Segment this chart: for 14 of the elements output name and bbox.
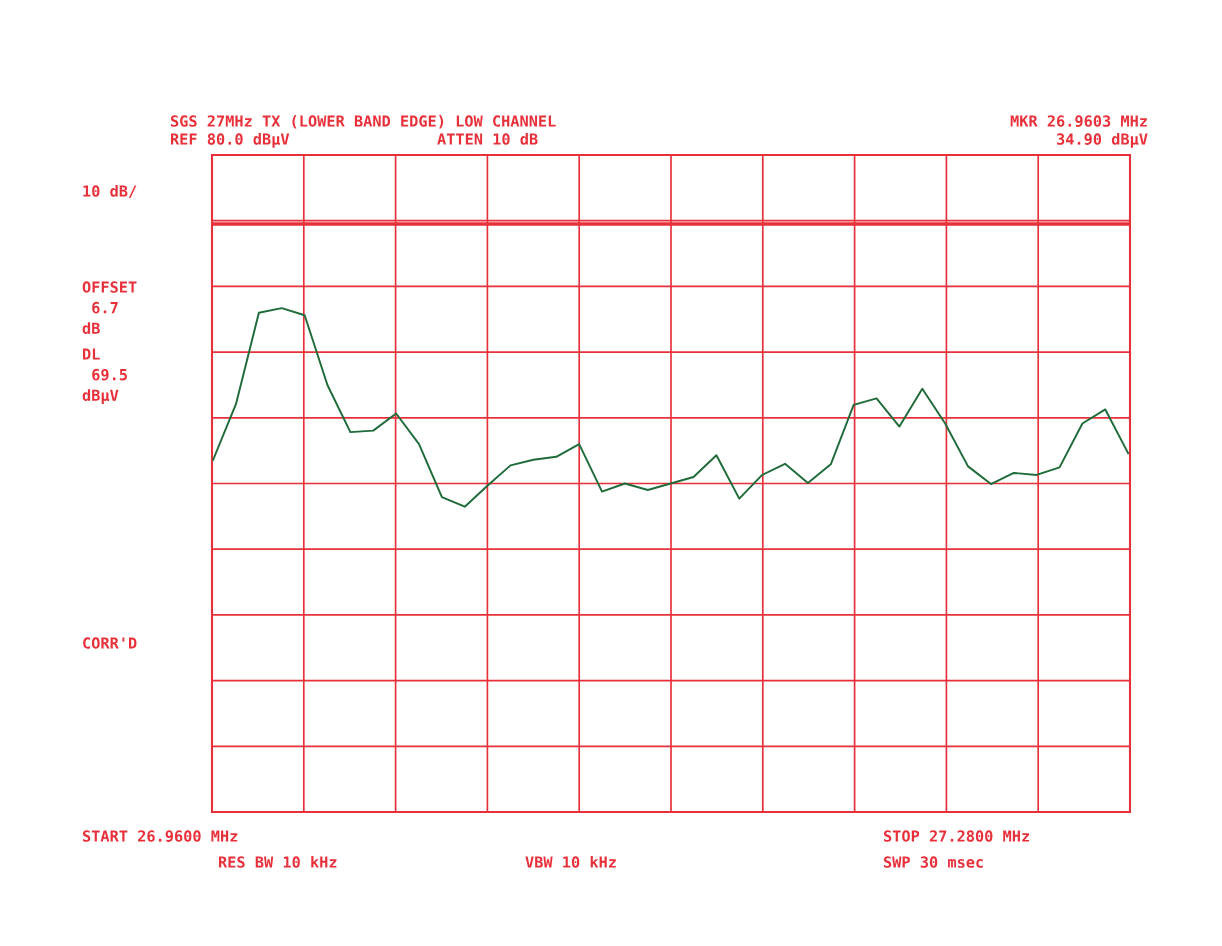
text: 34.90 dBμV [1056,133,1148,148]
text: RES BW 10 kHz [218,856,337,868]
text: 10 dB/ [83,185,137,199]
text: VBW 10 kHz [525,856,616,868]
text: START 26.9600 MHz [82,830,238,842]
text: OFFSET 6.7 dB [82,281,137,335]
text: STOP 27.2800 MHz [883,830,1030,842]
text: REF 80.0 dBμV [170,133,290,148]
text: CORR'D [83,637,137,649]
text: SGS 27MHz TX (LOWER BAND EDGE) LOW CHANNEL [170,115,556,129]
text: SWP 30 msec [883,856,983,868]
text: DL 69.5 dBμV [82,348,127,404]
text: ATTEN 10 dB [437,133,538,145]
text: MKR 26.9603 MHz [1010,115,1147,127]
